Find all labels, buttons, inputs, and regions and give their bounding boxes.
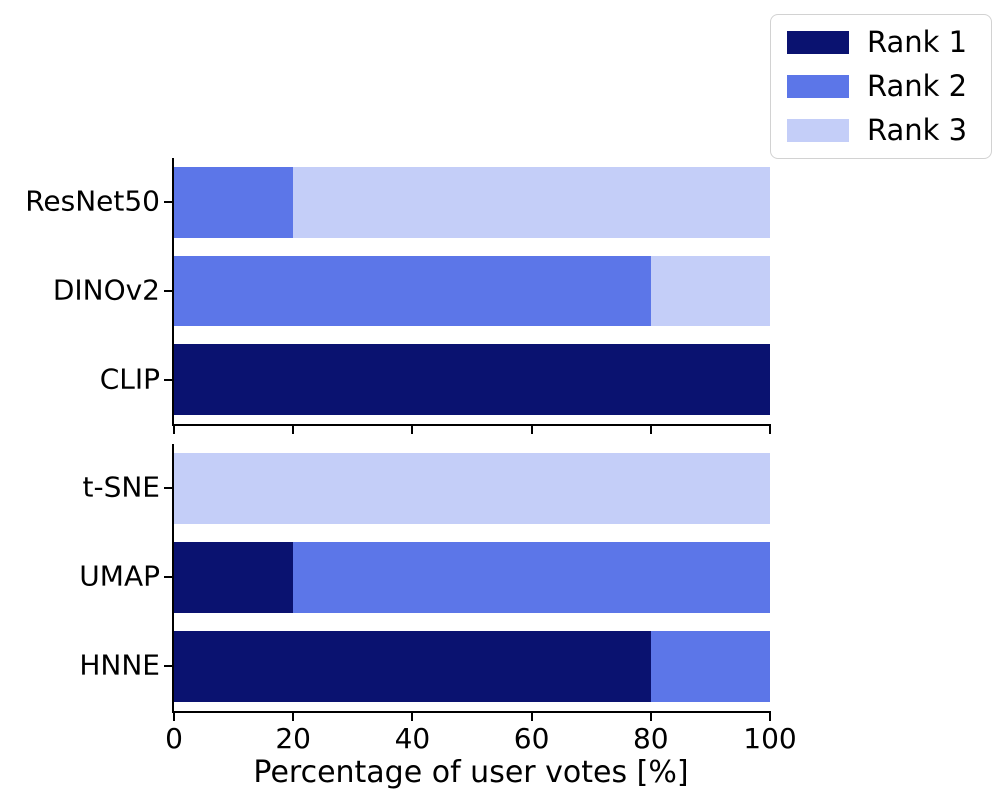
legend: Rank 1 Rank 2 Rank 3 bbox=[770, 14, 992, 159]
stacked-bar-resnet50 bbox=[174, 166, 770, 238]
bar-segment-rank-3 bbox=[293, 166, 770, 238]
legend-item-rank2: Rank 2 bbox=[787, 72, 975, 101]
rank1-swatch-icon bbox=[787, 31, 849, 54]
bar-segment-rank-1 bbox=[174, 344, 770, 416]
x-axis-label: Percentage of user votes [%] bbox=[253, 755, 689, 790]
category-label: CLIP bbox=[99, 362, 160, 396]
x-axis-tick bbox=[769, 424, 771, 434]
x-tick-label: 60 bbox=[513, 722, 550, 755]
bar-segment-rank-2 bbox=[174, 166, 294, 238]
bar-segment-rank-3 bbox=[650, 255, 770, 327]
x-axis-tick bbox=[173, 711, 175, 721]
x-axis-tick bbox=[173, 424, 175, 434]
category-label: t-SNE bbox=[82, 470, 161, 504]
y-axis-tick bbox=[164, 378, 172, 381]
x-tick-label: 100 bbox=[743, 722, 797, 755]
bar-row: t-SNE bbox=[83, 444, 770, 533]
x-tick-label: 0 bbox=[165, 722, 183, 755]
bar-segment-rank-2 bbox=[293, 541, 770, 614]
x-axis-tick bbox=[411, 711, 414, 721]
y-axis-tick bbox=[164, 487, 172, 490]
bar-segment-rank-2 bbox=[650, 630, 770, 703]
x-tick-label: 40 bbox=[394, 722, 431, 755]
bar-row: CLIP bbox=[100, 335, 770, 424]
legend-label-rank1: Rank 1 bbox=[867, 25, 968, 59]
x-axis-tick bbox=[292, 424, 295, 434]
x-axis-tick bbox=[530, 424, 533, 434]
stacked-bar-umap bbox=[174, 541, 770, 614]
subplot-feature-extractors: ResNet50 DINOv2 CLIP bbox=[25, 158, 771, 434]
y-axis-tick bbox=[164, 576, 172, 579]
y-axis-tick bbox=[164, 201, 172, 204]
stacked-bar-dinov2 bbox=[174, 255, 770, 327]
x-axis-tick bbox=[530, 711, 533, 721]
bar-segment-rank-1 bbox=[174, 630, 651, 703]
bar-segment-rank-1 bbox=[174, 541, 294, 614]
x-axis-tick bbox=[649, 424, 652, 434]
x-axis-tick bbox=[769, 711, 771, 721]
stacked-bar-hnne bbox=[174, 630, 770, 703]
stacked-bar-clip bbox=[174, 344, 770, 416]
category-label: UMAP bbox=[79, 559, 160, 593]
x-axis-tick bbox=[649, 711, 652, 721]
y-axis-tick bbox=[164, 665, 172, 668]
bar-row: UMAP bbox=[79, 533, 770, 622]
bar-row: HNNE bbox=[79, 622, 770, 711]
x-tick-label: 80 bbox=[632, 722, 669, 755]
legend-item-rank1: Rank 1 bbox=[787, 28, 975, 57]
rank3-swatch-icon bbox=[787, 119, 849, 142]
bar-row: DINOv2 bbox=[53, 247, 770, 336]
legend-item-rank3: Rank 3 bbox=[787, 116, 975, 145]
subplot-dimensionality-reduction: t-SNE UMAP HNNE 0 20 40 60 80 100 bbox=[79, 444, 797, 753]
x-axis-tick bbox=[292, 711, 295, 721]
category-label: HNNE bbox=[79, 648, 160, 682]
category-label: ResNet50 bbox=[25, 184, 160, 218]
x-tick-label: 20 bbox=[275, 722, 312, 755]
rank2-swatch-icon bbox=[787, 75, 849, 98]
x-axis-tick bbox=[411, 424, 414, 434]
category-label: DINOv2 bbox=[52, 273, 160, 307]
stacked-bar-t-sne bbox=[174, 452, 770, 525]
bar-segment-rank-3 bbox=[174, 452, 770, 525]
legend-label-rank2: Rank 2 bbox=[867, 69, 968, 103]
bar-segment-rank-2 bbox=[174, 255, 651, 327]
y-axis-tick bbox=[164, 289, 172, 292]
bar-row: ResNet50 bbox=[25, 158, 770, 247]
legend-label-rank3: Rank 3 bbox=[867, 113, 968, 147]
